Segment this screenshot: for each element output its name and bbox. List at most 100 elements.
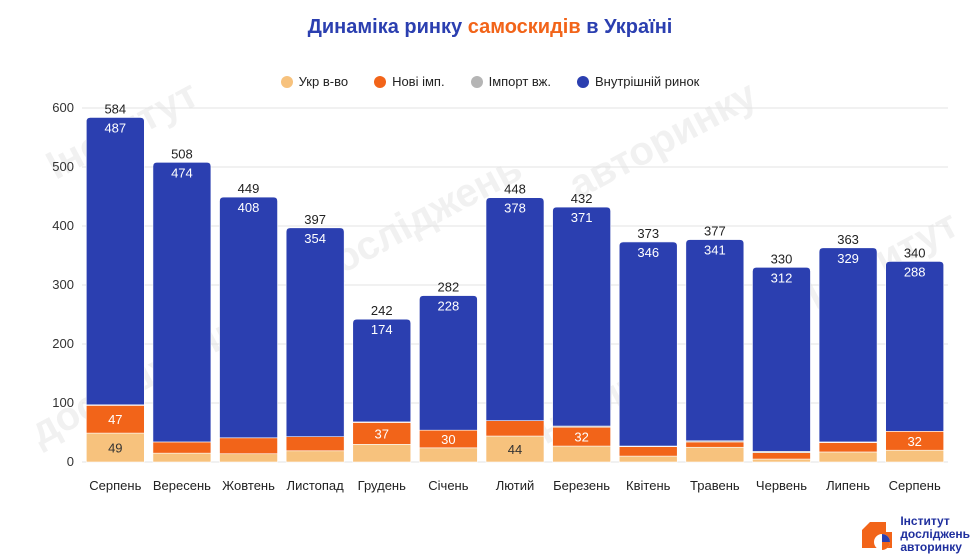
x-tick-label: Лютий — [496, 478, 534, 493]
legend-label-ukr: Укр в-во — [298, 74, 349, 89]
y-tick-label: 400 — [52, 218, 74, 233]
bar-segment — [685, 441, 745, 448]
bar-segment — [485, 197, 545, 421]
y-tick-label: 300 — [52, 277, 74, 292]
bar-segment — [752, 267, 811, 452]
data-label: 30 — [441, 432, 455, 447]
data-label: 487 — [104, 120, 126, 135]
x-tick-label: Грудень — [358, 478, 406, 493]
logo: Інститут досліджень авторинку — [860, 515, 970, 554]
logo-icon — [860, 518, 894, 552]
legend-label-domestic: Внутрішній ринок — [594, 74, 700, 89]
bar-segment — [752, 452, 811, 460]
bar-segment — [685, 239, 745, 442]
y-tick-label: 100 — [52, 395, 74, 410]
legend: Укр в-во Нові імп. Імпорт вж. Внутрішній… — [0, 74, 980, 89]
bar-segment — [618, 446, 678, 457]
total-label: 377 — [704, 224, 726, 239]
title-part2: в Україні — [580, 16, 673, 38]
y-tick-label: 0 — [67, 454, 74, 469]
bar-segment — [885, 449, 944, 463]
legend-item-domestic: Внутрішній ринок — [576, 74, 700, 89]
bar-segment — [485, 420, 545, 437]
bar-segment — [152, 161, 212, 443]
data-label: 44 — [508, 442, 522, 457]
y-tick-label: 600 — [52, 100, 74, 115]
total-label: 584 — [104, 101, 126, 116]
logo-line1: Інститут — [900, 514, 950, 528]
data-label: 47 — [108, 412, 122, 427]
x-tick-label: Березень — [553, 478, 610, 493]
data-label: 341 — [704, 243, 726, 258]
logo-line3: авторинку — [900, 540, 962, 554]
legend-swatch-ukr — [280, 75, 293, 88]
data-label: 37 — [375, 426, 389, 441]
total-label: 363 — [837, 232, 859, 247]
title-accent: самоскидів — [467, 16, 581, 38]
bar-segment — [219, 437, 278, 455]
bar-segment — [285, 227, 345, 437]
bar-segment — [485, 435, 545, 463]
bar-segment — [285, 450, 345, 463]
data-label: 378 — [504, 201, 526, 216]
bar-segment — [618, 241, 678, 447]
bar-segment — [419, 295, 478, 431]
bar-segment — [818, 247, 878, 443]
data-label: 346 — [637, 245, 659, 260]
data-label: 49 — [108, 441, 122, 456]
total-label: 242 — [371, 303, 393, 318]
total-label: 330 — [771, 251, 793, 266]
x-tick-label: Серпень — [89, 478, 141, 493]
title-part1: Динаміка ринку — [307, 16, 468, 38]
y-tick-label: 500 — [52, 159, 74, 174]
legend-swatch-domestic — [576, 75, 589, 88]
total-label: 397 — [304, 212, 326, 227]
legend-item-ukr: Укр в-во — [280, 74, 349, 89]
x-tick-label: Листопад — [287, 478, 345, 493]
bar-segment — [752, 458, 811, 463]
total-label: 508 — [171, 146, 193, 161]
bar-segment — [818, 451, 878, 463]
data-label: 174 — [371, 322, 393, 337]
total-label: 449 — [238, 181, 260, 196]
bar-segment — [152, 441, 212, 454]
bar-segment — [419, 447, 478, 463]
data-label: 371 — [571, 210, 593, 225]
data-label: 312 — [771, 270, 793, 285]
x-tick-label: Липень — [826, 478, 870, 493]
total-label: 432 — [571, 191, 593, 206]
data-label: 408 — [238, 200, 260, 215]
legend-label-new-imports: Нові імп. — [392, 74, 445, 89]
chart-title: Динаміка ринку самоскидів в Україні — [0, 16, 980, 39]
bar-segment — [219, 453, 278, 463]
bar-segment — [352, 318, 412, 423]
total-label: 373 — [637, 226, 659, 241]
x-tick-label: Вересень — [153, 478, 211, 493]
total-label: 282 — [438, 280, 460, 295]
total-label: 340 — [904, 245, 926, 260]
x-tick-label: Жовтень — [222, 478, 275, 493]
bar-segment — [552, 206, 611, 427]
legend-label-used-imports: Імпорт вж. — [488, 74, 551, 89]
x-tick-label: Червень — [756, 478, 807, 493]
y-tick-label: 200 — [52, 336, 74, 351]
x-tick-label: Січень — [428, 478, 468, 493]
bar-segment — [818, 442, 878, 453]
bar-segment — [285, 436, 345, 452]
bar-segment — [618, 455, 678, 463]
data-label: 288 — [904, 264, 926, 279]
bar-segment — [885, 261, 944, 432]
bar-segment — [152, 452, 212, 463]
bar-segment — [685, 446, 745, 463]
x-tick-label: Травень — [690, 478, 740, 493]
legend-swatch-new-imports — [374, 75, 387, 88]
legend-swatch-used-imports — [470, 75, 483, 88]
data-label: 474 — [171, 165, 193, 180]
x-tick-label: Серпень — [889, 478, 941, 493]
legend-item-new-imports: Нові імп. — [374, 74, 445, 89]
data-label: 32 — [574, 430, 588, 445]
x-tick-label: Квітень — [626, 478, 671, 493]
data-label: 354 — [304, 231, 326, 246]
legend-item-used-imports: Імпорт вж. — [470, 74, 551, 89]
